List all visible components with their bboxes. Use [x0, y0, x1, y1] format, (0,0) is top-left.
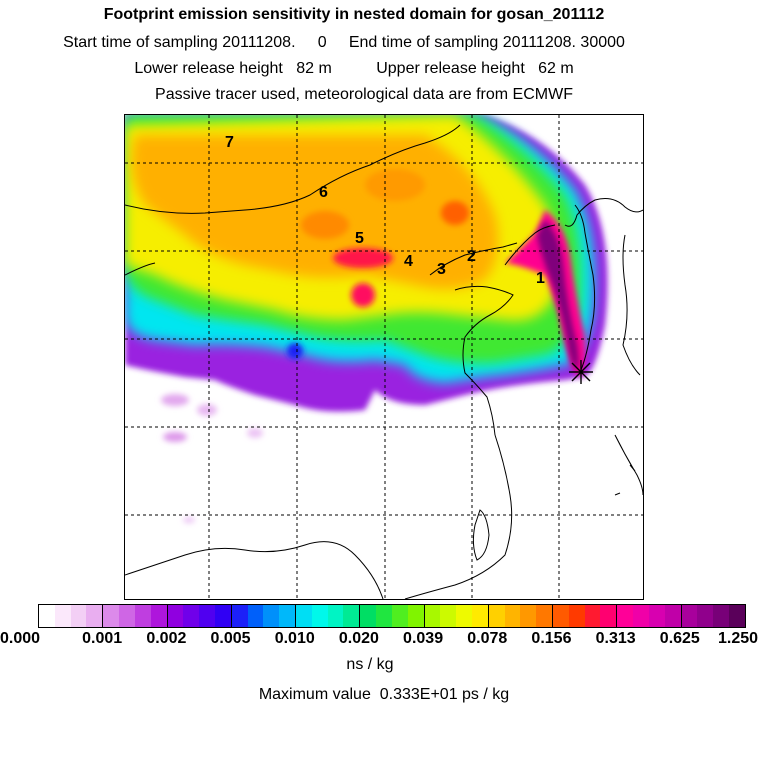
colorbar-swatch — [697, 605, 714, 627]
colorbar-swatch — [680, 605, 698, 627]
colorbar-swatch — [487, 605, 505, 627]
colorbar-swatch — [279, 605, 295, 627]
colorbar-swatch — [471, 605, 488, 627]
colorbar-tick-label: 0.001 — [82, 630, 123, 647]
colorbar-swatch — [230, 605, 248, 627]
site-label-7: 7 — [225, 134, 234, 151]
site-label-4: 4 — [404, 253, 413, 270]
colorbar-swatch — [456, 605, 472, 627]
colorbar-swatch — [648, 605, 665, 627]
star-icon — [569, 360, 593, 384]
colorbar-swatch — [713, 605, 729, 627]
site-label-5: 5 — [355, 230, 364, 247]
colorbar-swatch — [728, 605, 745, 627]
colorbar-swatch — [214, 605, 231, 627]
sampling-time: Start time of sampling 20111208. 0 End t… — [63, 34, 625, 51]
site-label-1: 1 — [536, 270, 545, 287]
receptor-path-core — [537, 220, 579, 371]
colorbar-swatch — [664, 605, 681, 627]
colorbar-tick-label: 1.250 — [718, 630, 759, 647]
colorbar-swatch — [327, 605, 344, 627]
colorbar-ticks: 0.000 0.001 0.002 0.005 0.010 0.020 0.039 0.078… — [0, 630, 758, 650]
graticule — [125, 115, 643, 599]
colorbar-swatch — [552, 605, 569, 627]
colorbar-swatch — [520, 605, 537, 627]
colorbar-swatch — [86, 605, 103, 627]
colorbar-swatch — [391, 605, 408, 627]
low-sensitivity-patches — [161, 394, 263, 523]
colorbar-swatch — [166, 605, 184, 627]
site-label-6: 6 — [319, 184, 328, 201]
colorbar-swatch — [134, 605, 151, 627]
release-height: Lower release height 82 m Upper release … — [134, 60, 574, 77]
colorbar-swatch — [102, 605, 120, 627]
plot-title: Footprint emission sensitivity in nested… — [103, 6, 605, 23]
colorbar-tick-label: 0.010 — [274, 630, 315, 647]
colorbar-swatch — [407, 605, 424, 627]
colorbar-swatch — [54, 605, 71, 627]
site-label-2: 2 — [467, 248, 476, 265]
colorbar-swatch — [199, 605, 215, 627]
colorbar-swatch — [183, 605, 200, 627]
colorbar-tick-label: 0.005 — [210, 630, 251, 647]
footprint-map: 1 2 3 4 5 6 7 — [124, 114, 644, 600]
colorbar-tick-label: 0.020 — [338, 630, 379, 647]
colorbar-swatch — [633, 605, 649, 627]
colorbar — [38, 604, 746, 628]
colorbar-swatch — [376, 605, 392, 627]
maximum-value: Maximum value 0.333E+01 ps / kg — [258, 686, 510, 703]
coastlines — [125, 124, 643, 599]
colorbar-unit: ns / kg — [346, 656, 394, 673]
receptor-path-band — [505, 210, 586, 377]
colorbar-swatch — [39, 605, 55, 627]
colorbar-swatch — [343, 605, 360, 627]
colorbar-swatch — [295, 605, 312, 627]
colorbar-tick-label: 0.313 — [595, 630, 636, 647]
colorbar-swatch — [359, 605, 377, 627]
colorbar-swatch — [568, 605, 585, 627]
map-svg: 1 2 3 4 5 6 7 — [125, 115, 643, 599]
tracer-info: Passive tracer used, meteorological data… — [155, 86, 573, 103]
colorbar-tick-label: 0.078 — [467, 630, 508, 647]
site-label-3: 3 — [437, 261, 446, 278]
colorbar-tick-label: 0.625 — [659, 630, 700, 647]
colorbar-swatch — [423, 605, 441, 627]
colorbar-swatch — [247, 605, 264, 627]
colorbar-tick-label: 0.156 — [531, 630, 572, 647]
colorbar-swatch — [616, 605, 634, 627]
colorbar-swatch — [440, 605, 457, 627]
colorbar-tick-label: 0.000 — [0, 630, 41, 647]
colorbar-swatch — [70, 605, 87, 627]
sensitivity-hotspots — [287, 169, 469, 359]
colorbar-swatch — [311, 605, 328, 627]
colorbar-tick-label: 0.039 — [403, 630, 444, 647]
colorbar-swatch — [584, 605, 601, 627]
colorbar-swatch — [536, 605, 552, 627]
colorbar-swatch — [150, 605, 167, 627]
colorbar-swatch — [504, 605, 521, 627]
colorbar-swatch — [263, 605, 280, 627]
colorbar-tick-label: 0.002 — [146, 630, 187, 647]
colorbar-swatch — [119, 605, 135, 627]
colorbar-swatch — [600, 605, 617, 627]
